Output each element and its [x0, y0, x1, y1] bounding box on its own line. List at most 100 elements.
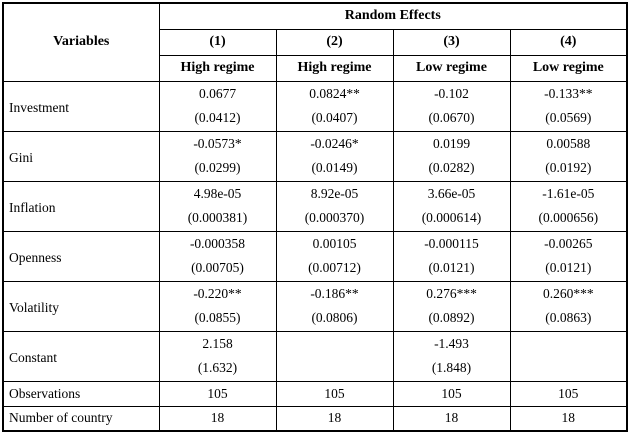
data-cell: 8.92e-05 (0.000370) — [275, 180, 394, 232]
summary-value: 18 — [158, 405, 277, 432]
data-cell: 4.98e-05 (0.000381) — [158, 180, 277, 232]
column-number-cell: (1) — [158, 28, 277, 56]
se-value: (0.000381) — [187, 210, 248, 225]
summary-value: 105 — [392, 380, 511, 407]
se-value — [511, 356, 626, 380]
regime-header-cell: High regime — [158, 54, 277, 82]
se-value: (0.0412) — [194, 110, 241, 125]
se-value: (0.0569) — [545, 110, 592, 125]
data-cell: 0.0677 (0.0412) — [158, 80, 277, 132]
summary-label: Number of country — [2, 405, 160, 432]
data-cell: -0.133** (0.0569) — [509, 80, 628, 132]
data-cell: 0.0824** (0.0407) — [275, 80, 394, 132]
regime-header-cell: Low regime — [509, 54, 628, 82]
data-cell: -1.61e-05 (0.000656) — [509, 180, 628, 232]
se-value: (0.0863) — [545, 310, 592, 325]
data-cell — [275, 330, 394, 382]
regime-header-cell: Low regime — [392, 54, 511, 82]
data-cell: 0.260*** (0.0863) — [509, 280, 628, 332]
data-cell: -0.220** (0.0855) — [158, 280, 277, 332]
se-value: (0.00712) — [308, 260, 361, 275]
variables-header-cell: Variables — [2, 2, 160, 82]
data-cell: 0.00588 (0.0192) — [509, 130, 628, 182]
coef-value: 3.66e-05 — [427, 186, 476, 201]
se-value: (1.848) — [431, 360, 472, 375]
table-row-gini: Gini -0.0573* (0.0299) -0.0246* (0.0149)… — [2, 130, 628, 182]
coef-value: 0.0677 — [198, 86, 237, 101]
coef-value: -0.000115 — [424, 236, 479, 251]
coef-value: 0.00588 — [546, 136, 591, 151]
coef-value — [277, 332, 392, 356]
se-value: (0.0806) — [311, 310, 358, 325]
data-cell: -0.000358 (0.00705) — [158, 230, 277, 282]
data-cell: -0.00265 (0.0121) — [509, 230, 628, 282]
coef-value — [511, 332, 626, 356]
table-row-investment: Investment 0.0677 (0.0412) 0.0824** (0.0… — [2, 80, 628, 132]
data-cell: -0.0246* (0.0149) — [275, 130, 394, 182]
coef-value: -0.00265 — [544, 236, 593, 251]
column-number-cell: (3) — [392, 28, 511, 56]
coef-value: 0.0824** — [309, 86, 360, 101]
data-cell: -0.000115 (0.0121) — [392, 230, 511, 282]
data-cell: 0.00105 (0.00712) — [275, 230, 394, 282]
variable-label: Openness — [2, 230, 160, 282]
se-value: (0.0192) — [545, 160, 592, 175]
table-row-constant: Constant 2.158 (1.632) -1.493 (1.848) — [2, 330, 628, 382]
coef-value: 0.260*** — [542, 286, 594, 301]
se-value: (0.000370) — [304, 210, 365, 225]
coef-value: -0.220** — [193, 286, 242, 301]
table-row-observations: Observations 105 105 105 105 — [2, 380, 628, 407]
table-row-column-numbers: (1) (2) (3) (4) — [3, 28, 628, 56]
se-value: (0.00705) — [191, 260, 244, 275]
summary-value: 18 — [275, 405, 394, 432]
table-row-inflation: Inflation 4.98e-05 (0.000381) 8.92e-05 (… — [2, 180, 628, 232]
se-value — [277, 356, 392, 380]
data-cell: 0.276*** (0.0892) — [392, 280, 511, 332]
se-value: (0.0149) — [311, 160, 358, 175]
variable-label: Volatility — [2, 280, 160, 332]
data-cell: 2.158 (1.632) — [158, 330, 277, 382]
table-row-volatility: Volatility -0.220** (0.0855) -0.186** (0… — [2, 280, 628, 332]
table-row-group-header: Variables Random Effects — [2, 2, 628, 82]
table-row-number-of-country: Number of country 18 18 18 18 — [2, 405, 628, 432]
summary-value: 18 — [392, 405, 511, 432]
variable-label: Investment — [2, 80, 160, 132]
data-cell — [509, 330, 628, 382]
se-value: (1.632) — [197, 360, 238, 375]
coef-value: 0.276*** — [426, 286, 477, 301]
variable-label: Inflation — [2, 180, 160, 232]
data-cell: -0.102 (0.0670) — [392, 80, 511, 132]
se-value: (0.0282) — [428, 160, 475, 175]
se-value: (0.0407) — [311, 110, 358, 125]
table-row-regimes: High regime High regime Low regime Low r… — [3, 54, 628, 82]
data-cell: -1.493 (1.848) — [392, 330, 511, 382]
coef-value: -1.493 — [434, 336, 469, 351]
se-value: (0.000656) — [538, 210, 599, 225]
coef-value: 4.98e-05 — [193, 186, 242, 201]
coef-value: 0.0199 — [432, 136, 471, 151]
summary-label: Observations — [2, 380, 160, 407]
summary-value: 18 — [509, 405, 628, 432]
coef-value: -0.133** — [544, 86, 593, 101]
data-cell: -0.0573* (0.0299) — [158, 130, 277, 182]
coef-value: -1.61e-05 — [542, 186, 595, 201]
regime-header-cell: High regime — [275, 54, 394, 82]
coef-value: 8.92e-05 — [310, 186, 359, 201]
coef-value: 0.00105 — [312, 236, 357, 251]
summary-value: 105 — [275, 380, 394, 407]
data-cell: 3.66e-05 (0.000614) — [392, 180, 511, 232]
column-number-cell: (2) — [275, 28, 394, 56]
coef-value: -0.000358 — [189, 236, 246, 251]
summary-value: 105 — [158, 380, 277, 407]
group-header-cell: Random Effects — [158, 2, 628, 30]
coef-value: 2.158 — [202, 336, 233, 351]
variable-label: Gini — [2, 130, 160, 182]
data-cell: -0.186** (0.0806) — [275, 280, 394, 332]
summary-value: 105 — [509, 380, 628, 407]
coef-value: -0.186** — [310, 286, 359, 301]
se-value: (0.0670) — [428, 110, 475, 125]
se-value: (0.0121) — [545, 260, 592, 275]
coef-value: -0.102 — [434, 86, 469, 101]
